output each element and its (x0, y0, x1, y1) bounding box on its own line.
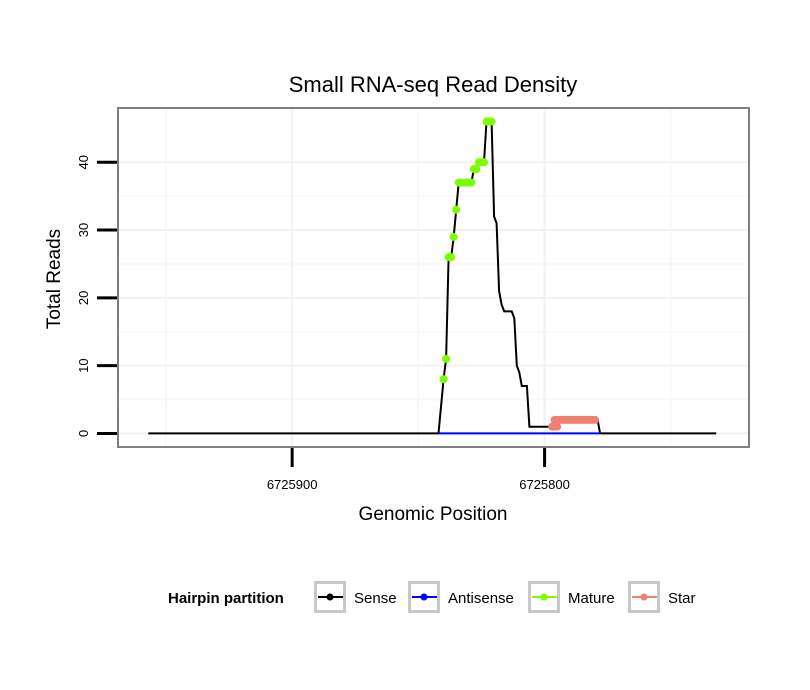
legend-key-point (326, 593, 334, 601)
y-tick-label: 0 (76, 430, 91, 437)
legend: Hairpin partition Sense Antisense Mature St… (168, 581, 696, 613)
mature-point (472, 165, 481, 174)
x-tick-label: 6725900 (267, 477, 318, 492)
y-tick-label: 10 (76, 358, 91, 372)
x-axis-label: Genomic Position (359, 504, 508, 525)
plot-border (117, 107, 750, 448)
mature-point (452, 205, 461, 214)
y-tick-label: 30 (76, 223, 91, 237)
mature-point (439, 375, 448, 384)
y-tick-label: 40 (76, 155, 91, 169)
mature-point (449, 232, 458, 241)
legend-title: Hairpin partition (168, 590, 284, 607)
plot-panel (118, 108, 749, 447)
mature-point (447, 253, 456, 262)
legend-antisense: Antisense (408, 581, 514, 613)
series-layer (148, 117, 717, 435)
grid-lines (118, 108, 749, 447)
y-axis-label: Total Reads (44, 229, 65, 329)
y-tick-label: 20 (76, 291, 91, 305)
legend-key-point (640, 593, 648, 601)
legend-star: Star (628, 581, 696, 613)
axes: 0 10 20 30 40 6725900 6725800 (76, 155, 570, 492)
legend-label: Antisense (448, 590, 514, 607)
legend-key-point (420, 593, 428, 601)
star-point (591, 415, 600, 424)
legend-label: Sense (354, 590, 397, 607)
legend-sense: Sense (314, 581, 397, 613)
plot-background (118, 108, 749, 447)
chart-title: Small RNA-seq Read Density (289, 72, 578, 97)
legend-items: Sense Antisense Mature Star (314, 581, 696, 613)
legend-key-point (540, 593, 548, 601)
mature-point (467, 178, 476, 187)
x-tick-label: 6725800 (519, 477, 570, 492)
legend-label: Star (668, 590, 696, 607)
mature-point (487, 117, 496, 126)
legend-label: Mature (568, 590, 615, 607)
star-point (553, 422, 562, 431)
legend-mature: Mature (528, 581, 615, 613)
mature-point (479, 158, 488, 167)
mature-point (442, 354, 451, 363)
